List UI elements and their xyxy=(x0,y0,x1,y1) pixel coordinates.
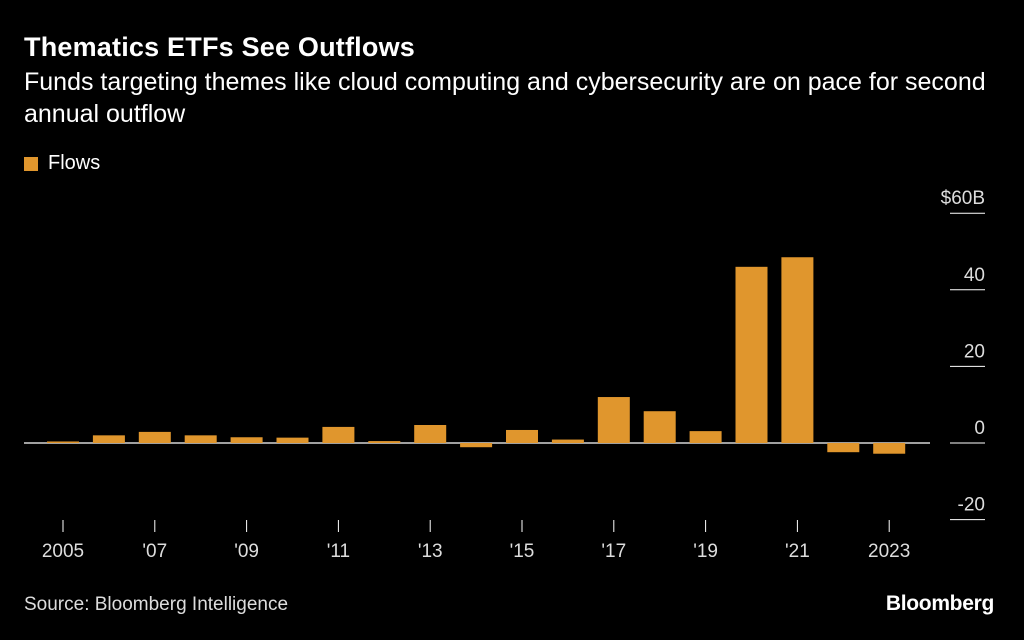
bar-2015 xyxy=(506,429,538,443)
y-tick-label: 0 xyxy=(974,418,985,439)
bar-2010 xyxy=(276,437,309,443)
legend-label: Flows xyxy=(48,152,101,174)
bar-2011 xyxy=(322,426,355,443)
bar-2009 xyxy=(230,437,263,443)
bar-2023 xyxy=(873,443,906,454)
bar-2022 xyxy=(827,443,860,453)
source-note: Source: Bloomberg Intelligence xyxy=(24,594,289,615)
bar-2021 xyxy=(781,257,814,443)
x-tick-label: 2023 xyxy=(868,541,910,562)
bar-2006 xyxy=(92,435,125,443)
x-tick-label: '13 xyxy=(418,541,443,562)
x-tick-label: '17 xyxy=(601,541,626,562)
chart-subtitle: Funds targeting themes like cloud comput… xyxy=(24,68,986,128)
y-tick-label: 40 xyxy=(964,265,985,286)
x-tick-label: '09 xyxy=(234,541,259,562)
bar-2014 xyxy=(460,443,493,448)
bar-2018 xyxy=(643,411,676,443)
bar-2008 xyxy=(184,435,217,443)
x-tick-label: '19 xyxy=(693,541,718,562)
bar-2005 xyxy=(47,441,79,443)
bar-2017 xyxy=(597,397,630,443)
bar-2016 xyxy=(551,439,584,443)
y-tick-label: 20 xyxy=(964,341,985,362)
x-tick-label: 2005 xyxy=(42,541,84,562)
y-tick-label: $60B xyxy=(941,188,985,209)
chart-title: Thematics ETFs See Outflows xyxy=(24,32,415,62)
x-tick-label: '11 xyxy=(327,541,350,562)
legend: Flows xyxy=(24,152,100,175)
bloomberg-logo: Bloomberg xyxy=(885,592,994,615)
bar-2007 xyxy=(138,431,171,443)
bar-2012 xyxy=(368,441,401,443)
bar-2019 xyxy=(689,431,722,443)
x-tick-label: '15 xyxy=(510,541,535,562)
legend-swatch xyxy=(24,156,38,171)
y-tick-label: -20 xyxy=(958,495,985,516)
x-tick-label: '21 xyxy=(785,541,810,562)
bar-2013 xyxy=(414,424,447,443)
x-tick-label: '07 xyxy=(142,541,167,562)
bar-2020 xyxy=(735,266,768,443)
